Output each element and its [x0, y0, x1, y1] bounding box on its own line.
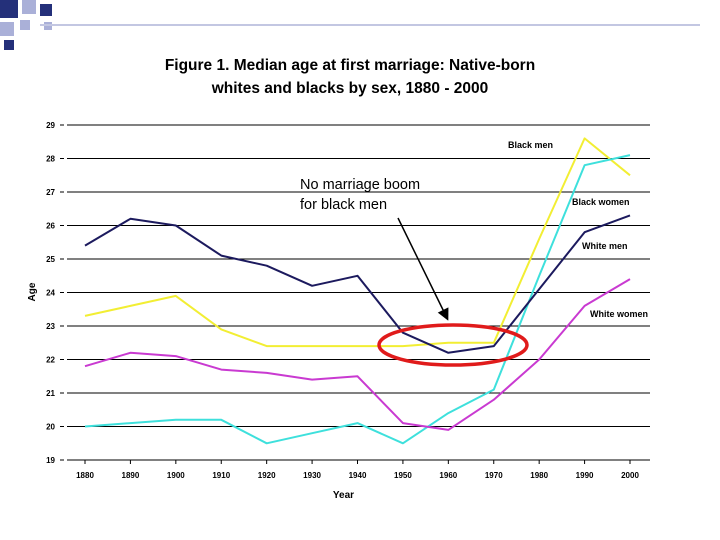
slide-deco-block	[0, 0, 18, 18]
slide-deco-line	[40, 24, 700, 26]
y-tick-label: 22	[46, 356, 55, 365]
grid-layer	[67, 124, 650, 427]
y-tick-label: 23	[46, 322, 55, 331]
x-tick-label: 1980	[530, 471, 548, 480]
figure-title: Figure 1. Median age at first marriage: …	[90, 54, 610, 100]
y-tick-label: 25	[46, 255, 55, 264]
slide-deco-block	[40, 4, 52, 16]
x-tick-label: 1990	[576, 471, 594, 480]
x-tick-label: 2000	[621, 471, 639, 480]
y-tick-label: 26	[46, 222, 55, 231]
series-layer	[84, 137, 631, 445]
series-line-white-men	[84, 214, 631, 354]
x-tick-label: 1970	[485, 471, 503, 480]
y-tick-label: 28	[46, 155, 55, 164]
series-label-black-men: Black men	[508, 140, 553, 150]
x-tick-label: 1950	[394, 471, 412, 480]
y-tick-label: 29	[46, 121, 55, 130]
slide-deco-block	[22, 0, 36, 14]
slide-deco-block	[0, 22, 14, 36]
x-axis-title: Year	[333, 490, 354, 501]
series-label-black-women: Black women	[572, 197, 630, 207]
y-tick-label: 20	[46, 423, 55, 432]
figure-title-line-1: Figure 1. Median age at first marriage: …	[164, 57, 536, 74]
series-line-black-men	[84, 137, 631, 348]
series-label-white-women: White women	[590, 309, 648, 319]
x-tick-label: 1960	[439, 471, 457, 480]
annotation-arrow	[397, 217, 449, 321]
series-line-black-women	[84, 154, 631, 445]
annotation-line-2: for black men	[300, 197, 388, 213]
x-tick-label: 1930	[303, 471, 321, 480]
x-tick-label: 1910	[212, 471, 230, 480]
x-tick-label: 1900	[167, 471, 185, 480]
slide-deco-block	[4, 40, 14, 50]
x-tick-label: 1880	[76, 471, 94, 480]
y-tick-label: 24	[46, 289, 55, 298]
series-label-layer: Black men Black women White men White women	[508, 140, 648, 319]
y-axis-title: Age	[27, 282, 38, 301]
annotation-text: No marriage boom for black men	[300, 175, 470, 215]
slide-deco-block	[44, 22, 52, 30]
series-label-white-men: White men	[582, 241, 628, 251]
x-tick-label: 1920	[258, 471, 276, 480]
series-line-white-women	[84, 278, 631, 431]
x-tick-label: 1940	[349, 471, 367, 480]
annotation-line-1: No marriage boom	[300, 177, 421, 193]
figure-title-line-2: whites and blacks by sex, 1880 - 2000	[211, 80, 489, 97]
y-tick-label: 27	[46, 188, 55, 197]
x-tick-label: 1890	[122, 471, 140, 480]
slide-deco-block	[20, 20, 30, 30]
y-tick-label: 21	[46, 389, 55, 398]
highlight-ellipse	[377, 323, 529, 367]
y-tick-label: 19	[46, 456, 55, 465]
